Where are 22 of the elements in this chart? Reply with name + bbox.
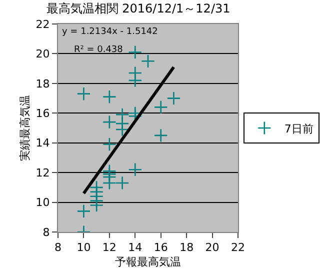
y-tick-label: 12 [36,166,50,180]
x-axis-title: 予報最高気温 [115,255,181,268]
x-tick-label: 8 [54,241,62,254]
x-tick-label: 18 [180,241,194,254]
x-tick-label: 12 [102,241,116,254]
x-tick-label: 20 [205,241,220,254]
x-tick-label: 14 [128,241,142,254]
y-tick-label: 8 [42,226,50,239]
x-tick-label: 22 [231,241,245,254]
y-tick-label: 20 [36,48,50,61]
x-tick-label: 10 [76,241,91,254]
y-tick-label: 22 [36,18,50,31]
x-tick-label: 16 [154,241,168,254]
y-tick-label: 16 [36,106,50,120]
annotation: y = 1.2134x - 1.5142 [62,27,158,37]
chart-title: 最高気温相関 2016/12/1～12/31 [46,2,230,16]
legend-label: 7日前 [284,122,314,136]
y-tick-label: 14 [36,136,50,150]
y-tick-label: 18 [36,77,50,90]
annotation: R² = 0.438 [74,45,124,55]
y-tick-label: 10 [36,196,50,210]
y-axis-title: 実績最高気温 [18,95,32,161]
